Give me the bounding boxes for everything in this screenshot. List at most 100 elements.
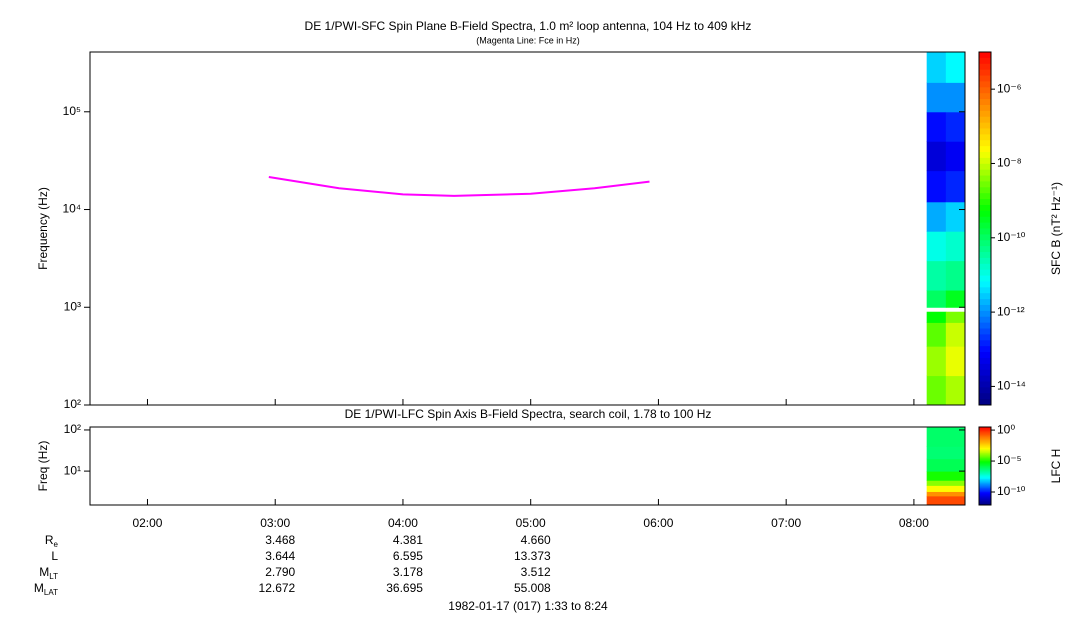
spectrogram-cell: [945, 141, 966, 172]
colorbar-swatch: [979, 464, 991, 467]
spectrogram-cell: [945, 52, 966, 83]
colorbar-swatch: [979, 429, 991, 432]
chart-title: DE 1/PWI-SFC Spin Plane B-Field Spectra,…: [305, 19, 752, 33]
colorbar-swatch: [979, 399, 991, 406]
spectrogram-cell: [945, 111, 966, 142]
colorbar-swatch: [979, 451, 991, 454]
ephemeris-row-label: L: [51, 549, 58, 563]
colorbar-swatch: [979, 438, 991, 441]
colorbar-swatch: [979, 488, 991, 490]
spectrogram-cell: [926, 446, 966, 460]
colorbar-swatch: [979, 443, 991, 446]
colorbar-swatch: [979, 434, 991, 437]
colorbar-swatch: [979, 275, 991, 282]
colorbar-swatch: [979, 472, 991, 475]
colorbar-swatch: [979, 57, 991, 65]
colorbar-swatch: [979, 140, 991, 147]
y-tick-label: 10²: [64, 397, 81, 411]
ephemeris-value: 3.178: [393, 565, 423, 579]
colorbar-swatch: [979, 497, 991, 499]
ephemeris-value: 3.512: [521, 565, 551, 579]
colorbar-swatch: [979, 387, 991, 394]
spectrogram-cell: [945, 82, 966, 113]
ephemeris-value: 2.790: [265, 565, 295, 579]
colorbar-swatch: [979, 477, 991, 480]
colorbar-swatch: [979, 499, 991, 502]
spectrogram-cell: [926, 491, 966, 497]
colorbar-swatch: [979, 432, 991, 434]
spectrogram-cell: [926, 260, 947, 291]
ephemeris-value: 55.008: [514, 581, 551, 595]
ephemeris-label-sub: LT: [49, 572, 58, 581]
colorbar-swatch: [979, 393, 991, 400]
colorbar-swatch: [979, 437, 991, 440]
colorbar-tick-label: 10⁻¹⁴: [997, 379, 1026, 393]
y-tick-label: 10³: [64, 299, 81, 313]
spectrogram-cell: [926, 170, 947, 203]
colorbar-swatch: [979, 467, 991, 470]
ephemeris-label: M: [34, 581, 44, 595]
colorbar-swatch: [979, 375, 991, 382]
colorbar-swatch: [979, 492, 991, 494]
colorbar-swatch: [979, 485, 991, 488]
colorbar-tick-label: 10⁻⁸: [997, 156, 1022, 170]
ephemeris-value: 6.595: [393, 549, 423, 563]
colorbar-swatch: [979, 181, 991, 188]
ephemeris-value: 4.660: [521, 533, 551, 547]
colorbar-swatch: [979, 328, 991, 335]
footer: 1982-01-17 (017) 1:33 to 8:24: [448, 599, 608, 613]
spectrogram-cell: [945, 231, 966, 262]
colorbar-swatch: [979, 269, 991, 277]
colorbar-swatch: [979, 169, 991, 177]
colorbar-swatch: [979, 495, 991, 498]
spectrogram-cell: [945, 375, 966, 406]
colorbar-swatch: [979, 346, 991, 353]
colorbar-swatch: [979, 299, 991, 306]
colorbar-swatch: [979, 369, 991, 377]
colorbar-swatch: [979, 428, 991, 431]
colorbar-swatch: [979, 489, 991, 492]
colorbar-swatch: [979, 498, 991, 501]
colorbar-swatch: [979, 340, 991, 347]
x-tick-label: 02:00: [132, 516, 162, 530]
colorbar-frame: [978, 426, 992, 506]
colorbar-swatch: [979, 93, 991, 100]
colorbar-swatch: [979, 456, 991, 459]
colorbar-tick-label: 10⁻¹²: [997, 304, 1025, 318]
colorbar-swatch: [979, 157, 991, 165]
spectrogram-cell: [926, 485, 966, 492]
y-tick-label: 10²: [64, 422, 81, 436]
spectrogram-cell: [926, 480, 966, 486]
colorbar-swatch: [979, 454, 991, 457]
colorbar-swatch: [979, 484, 991, 486]
ephemeris-label: R: [45, 533, 54, 547]
colorbar-swatch: [979, 52, 991, 59]
colorbar-swatch: [979, 476, 991, 479]
colorbar-tick-label: 10⁻¹⁰: [997, 484, 1026, 498]
ephemeris-row-label: MLAT: [34, 581, 58, 597]
ephemeris-value: 4.381: [393, 533, 423, 547]
x-tick-label: 07:00: [771, 516, 801, 530]
colorbar-swatch: [979, 152, 991, 159]
plot-frame: [89, 426, 966, 506]
colorbar-swatch: [979, 222, 991, 229]
spectrogram-cell: [945, 201, 966, 232]
colorbar-swatch: [979, 493, 991, 496]
colorbar-swatch: [979, 99, 991, 106]
ephemeris-label-sub: LAT: [44, 588, 58, 597]
spectrogram-cell: [945, 346, 966, 377]
colorbar-swatch: [979, 87, 991, 94]
colorbar-swatch: [979, 466, 991, 468]
colorbar-swatch: [979, 210, 991, 218]
colorbar-swatch: [979, 447, 991, 450]
colorbar-swatch: [979, 473, 991, 476]
colorbar-swatch: [979, 458, 991, 460]
colorbar-swatch: [979, 463, 991, 466]
colorbar-swatch: [979, 234, 991, 241]
spectrogram-cell: [945, 322, 966, 347]
ephemeris-label-sub: e: [54, 540, 59, 549]
y-tick-label: 10⁵: [63, 104, 81, 118]
colorbar-swatch: [979, 352, 991, 359]
colorbar-swatch: [979, 475, 991, 477]
y-axis-label: Frequency (Hz): [36, 187, 50, 270]
